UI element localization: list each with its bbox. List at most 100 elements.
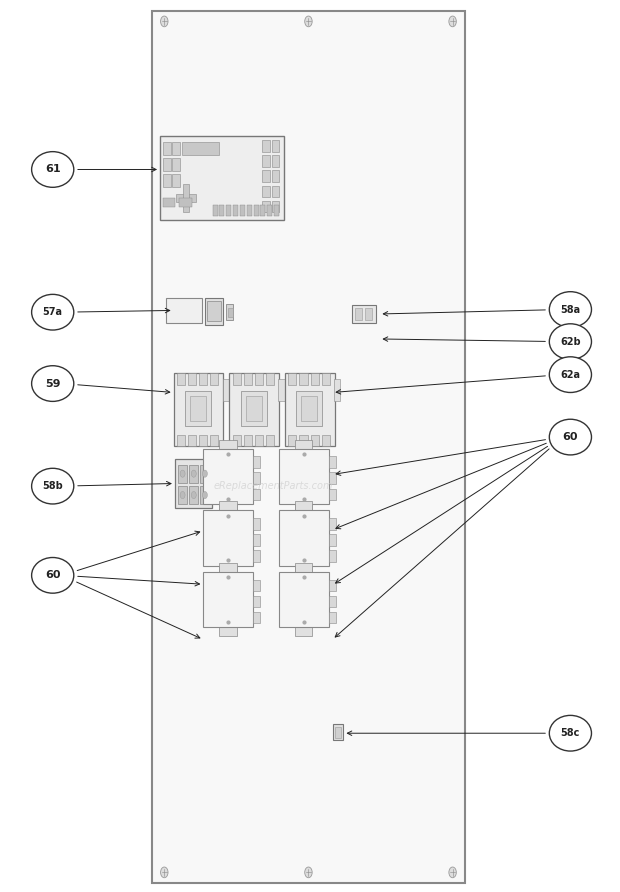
FancyBboxPatch shape (329, 518, 336, 530)
FancyBboxPatch shape (177, 435, 185, 446)
Circle shape (449, 867, 456, 878)
FancyBboxPatch shape (160, 136, 284, 220)
FancyBboxPatch shape (199, 435, 207, 446)
FancyBboxPatch shape (183, 184, 189, 212)
FancyBboxPatch shape (255, 373, 263, 385)
FancyBboxPatch shape (329, 612, 336, 624)
FancyBboxPatch shape (178, 486, 187, 504)
Text: 62b: 62b (560, 336, 581, 347)
FancyBboxPatch shape (272, 140, 279, 152)
Text: 60: 60 (563, 432, 578, 442)
FancyBboxPatch shape (329, 596, 336, 607)
FancyBboxPatch shape (329, 580, 336, 591)
FancyBboxPatch shape (163, 158, 170, 171)
FancyBboxPatch shape (200, 465, 210, 483)
Ellipse shape (549, 715, 591, 751)
FancyBboxPatch shape (295, 563, 312, 572)
FancyBboxPatch shape (203, 510, 253, 566)
FancyBboxPatch shape (253, 518, 260, 530)
Ellipse shape (32, 468, 74, 504)
FancyBboxPatch shape (219, 504, 237, 513)
Circle shape (449, 16, 456, 27)
Ellipse shape (32, 366, 74, 401)
Ellipse shape (32, 152, 74, 187)
FancyBboxPatch shape (166, 298, 202, 323)
FancyBboxPatch shape (178, 465, 187, 483)
FancyBboxPatch shape (179, 198, 192, 207)
FancyBboxPatch shape (232, 435, 241, 446)
FancyBboxPatch shape (177, 373, 185, 385)
FancyBboxPatch shape (247, 205, 252, 216)
Text: 61: 61 (45, 164, 61, 175)
FancyBboxPatch shape (241, 391, 267, 426)
FancyBboxPatch shape (254, 205, 259, 216)
FancyBboxPatch shape (172, 174, 180, 187)
FancyBboxPatch shape (232, 373, 241, 385)
FancyBboxPatch shape (299, 435, 308, 446)
Ellipse shape (549, 357, 591, 392)
FancyBboxPatch shape (253, 596, 260, 607)
FancyBboxPatch shape (295, 504, 312, 513)
Ellipse shape (32, 558, 74, 593)
FancyBboxPatch shape (253, 457, 260, 468)
FancyBboxPatch shape (163, 198, 175, 207)
FancyBboxPatch shape (213, 205, 218, 216)
FancyBboxPatch shape (253, 580, 260, 591)
FancyBboxPatch shape (322, 373, 330, 385)
FancyBboxPatch shape (210, 435, 218, 446)
FancyBboxPatch shape (274, 205, 279, 216)
FancyBboxPatch shape (189, 486, 198, 504)
FancyBboxPatch shape (272, 186, 279, 197)
FancyBboxPatch shape (285, 373, 335, 446)
FancyBboxPatch shape (299, 373, 308, 385)
FancyBboxPatch shape (262, 170, 270, 182)
FancyBboxPatch shape (226, 205, 231, 216)
FancyBboxPatch shape (288, 373, 296, 385)
FancyBboxPatch shape (311, 435, 319, 446)
FancyBboxPatch shape (262, 140, 270, 152)
FancyBboxPatch shape (311, 373, 319, 385)
FancyBboxPatch shape (253, 473, 260, 484)
FancyBboxPatch shape (203, 449, 253, 504)
FancyBboxPatch shape (172, 142, 180, 155)
FancyBboxPatch shape (262, 201, 270, 212)
Circle shape (180, 470, 185, 477)
FancyBboxPatch shape (172, 158, 180, 171)
Ellipse shape (549, 324, 591, 359)
FancyBboxPatch shape (272, 155, 279, 167)
Circle shape (161, 16, 168, 27)
FancyBboxPatch shape (266, 435, 274, 446)
FancyBboxPatch shape (279, 449, 329, 504)
FancyBboxPatch shape (188, 373, 196, 385)
FancyBboxPatch shape (219, 440, 237, 449)
FancyBboxPatch shape (188, 435, 196, 446)
FancyBboxPatch shape (272, 170, 279, 182)
Text: 58c: 58c (560, 728, 580, 739)
FancyBboxPatch shape (272, 201, 279, 212)
Text: 62a: 62a (560, 369, 580, 380)
FancyBboxPatch shape (278, 379, 285, 401)
FancyBboxPatch shape (229, 373, 279, 446)
FancyBboxPatch shape (205, 298, 223, 325)
FancyBboxPatch shape (262, 186, 270, 197)
FancyBboxPatch shape (219, 501, 237, 510)
FancyBboxPatch shape (244, 435, 252, 446)
FancyBboxPatch shape (296, 391, 322, 426)
FancyBboxPatch shape (262, 155, 270, 167)
FancyBboxPatch shape (175, 459, 212, 508)
FancyBboxPatch shape (190, 396, 206, 421)
FancyBboxPatch shape (219, 566, 237, 574)
FancyBboxPatch shape (365, 308, 372, 320)
FancyBboxPatch shape (233, 205, 238, 216)
Circle shape (202, 470, 207, 477)
FancyBboxPatch shape (226, 304, 233, 320)
FancyBboxPatch shape (219, 205, 224, 216)
FancyBboxPatch shape (203, 572, 253, 627)
Circle shape (304, 16, 312, 27)
Text: eReplacementParts.com: eReplacementParts.com (213, 481, 332, 491)
Ellipse shape (32, 294, 74, 330)
FancyBboxPatch shape (260, 205, 265, 216)
FancyBboxPatch shape (228, 308, 232, 317)
FancyBboxPatch shape (253, 534, 260, 546)
FancyBboxPatch shape (322, 435, 330, 446)
